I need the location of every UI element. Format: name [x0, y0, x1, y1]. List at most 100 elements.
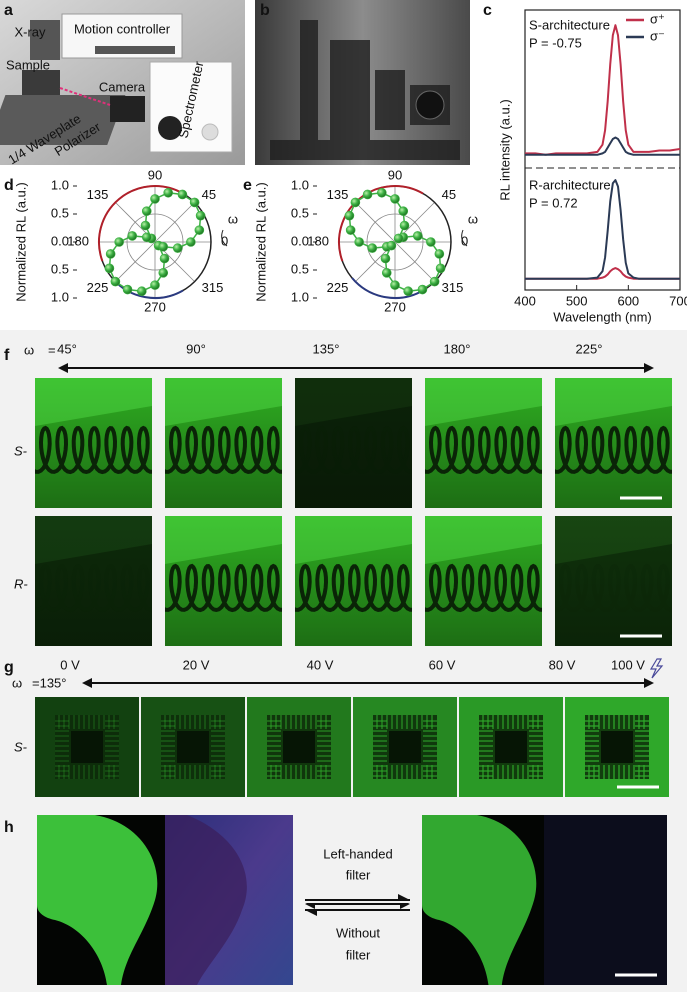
arrow-head — [644, 363, 654, 373]
angle-label: 270 — [144, 299, 166, 314]
photo — [425, 378, 542, 508]
image-band — [555, 516, 672, 564]
image-band — [555, 378, 672, 426]
angle-label: 315 — [202, 280, 224, 295]
panel-label: h — [4, 819, 14, 836]
polar-point — [386, 240, 397, 251]
polar-point — [186, 237, 196, 247]
chip-core — [71, 731, 103, 763]
polar-point — [104, 263, 115, 274]
panel-label: d — [4, 177, 14, 194]
polar-point — [350, 197, 361, 208]
image-band — [165, 378, 282, 426]
polar-point — [141, 206, 152, 216]
radial-tick-label: 0.5 — [291, 205, 309, 220]
image-band — [35, 378, 152, 426]
spring — [35, 563, 152, 613]
instrument-part — [330, 40, 370, 140]
polar-point — [399, 220, 410, 231]
photo — [165, 516, 282, 646]
radial-tick-label: 0.0 — [51, 233, 69, 248]
angle-label: 180 — [67, 233, 89, 248]
angle-label: 45° — [57, 341, 77, 356]
image-band — [295, 516, 412, 564]
angle-label: 180° — [444, 341, 471, 356]
optics-table — [0, 95, 126, 145]
polar-point — [403, 286, 413, 297]
spoke — [115, 241, 156, 282]
camera — [110, 96, 145, 122]
x-tick-label: 600 — [617, 293, 639, 308]
rotation-arrow — [461, 229, 468, 247]
switch-label: Left-handed — [323, 846, 392, 861]
polar-point — [158, 241, 169, 252]
subplot-annotation: P = -0.75 — [529, 35, 582, 50]
row-label: R- — [14, 576, 28, 591]
butterfly-wing — [37, 815, 158, 985]
polar-point — [417, 284, 428, 295]
xray-source — [30, 20, 60, 60]
polar-point — [393, 233, 404, 244]
polar-point — [412, 231, 423, 241]
angle-label: 90° — [186, 341, 206, 356]
instrument-part — [375, 70, 405, 130]
angle-label: 135 — [87, 187, 109, 202]
image-band — [425, 516, 542, 564]
polar-point — [163, 187, 173, 198]
spectrum-line — [525, 179, 680, 280]
arrow-head — [58, 363, 68, 373]
x-tick-label: 400 — [514, 293, 536, 308]
spring — [35, 425, 152, 475]
angle-label: 135° — [313, 341, 340, 356]
arrow-half — [305, 910, 317, 916]
angle-label: 225° — [576, 341, 603, 356]
polar-point — [195, 210, 206, 221]
rotation-arrow — [221, 229, 228, 247]
chip-core — [601, 731, 633, 763]
polar-point — [362, 189, 373, 200]
subplot-title: R-architecture — [529, 177, 611, 192]
panel-label: a — [4, 2, 13, 19]
polar-point — [429, 276, 440, 287]
polar-point — [390, 280, 400, 290]
voltage-label: 0 V — [60, 657, 80, 672]
polar-point — [189, 197, 200, 208]
polar-point — [380, 253, 391, 264]
callout: X-ray — [14, 24, 46, 39]
radial-tick-label: 0.5 — [51, 261, 69, 276]
radial-tick-label: 1.0 — [51, 177, 69, 192]
photo — [165, 378, 282, 508]
photo — [37, 815, 293, 985]
polar-point — [435, 263, 446, 274]
spring — [425, 425, 542, 475]
angle-label: 225 — [327, 280, 349, 295]
x-tick-label: 700 — [669, 293, 687, 308]
callout: Sample — [6, 57, 50, 72]
panel-label: b — [260, 2, 270, 19]
row-label: S- — [14, 443, 28, 458]
photo — [35, 378, 152, 508]
angle-label: 135 — [327, 187, 349, 202]
panel-label: e — [243, 177, 252, 194]
outer-arc-blue — [351, 277, 424, 299]
polar-point — [434, 249, 445, 259]
voltage-label: 100 V — [611, 657, 645, 672]
angle-label: 225 — [87, 280, 109, 295]
panel-label: g — [4, 659, 14, 676]
panel-label: f — [4, 347, 10, 364]
spoke — [154, 202, 195, 243]
polar-point — [172, 243, 183, 253]
angle-label: 45 — [442, 187, 456, 202]
lens — [415, 90, 445, 120]
photo — [565, 697, 669, 797]
spectrum-line — [525, 136, 680, 156]
photo — [35, 697, 139, 797]
legend-label: σ⁺ — [650, 11, 665, 26]
omega-symbol: ω — [12, 675, 22, 690]
angle-label: 180 — [307, 233, 329, 248]
outer-arc-red — [98, 185, 184, 262]
polar-point — [159, 253, 170, 264]
y-axis-label: Normalized RL (a.u.) — [13, 182, 28, 301]
switch-label: Without — [336, 925, 380, 940]
polar-point — [141, 232, 152, 243]
